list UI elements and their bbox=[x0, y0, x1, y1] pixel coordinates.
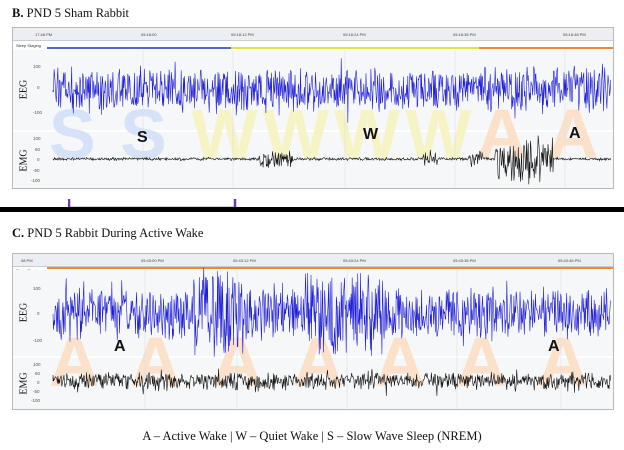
panel-b-emg-trace bbox=[52, 135, 611, 185]
panel-c-title: C. PND 5 Rabbit During Active Wake bbox=[12, 226, 203, 241]
panel-c-time-3: 05:43:24 PM bbox=[343, 258, 366, 263]
panel-c-toolbar bbox=[13, 254, 613, 267]
panel-b-emg-label: EMG bbox=[18, 149, 30, 172]
panel-c-stage-bar bbox=[47, 267, 613, 269]
panel-c-eeg-tick-1: 0 bbox=[37, 311, 40, 316]
panel-b-watermark-letter-7: A bbox=[548, 96, 599, 173]
panel-b-stage-w: W bbox=[363, 126, 379, 143]
panel-c-title-text: PND 5 Rabbit During Active Wake bbox=[24, 226, 204, 240]
panel-b-toolbar bbox=[13, 28, 613, 41]
panel-c-eeg-trace bbox=[52, 267, 611, 357]
panel-b-time-0: 17:48 PM bbox=[35, 32, 53, 37]
panel-c-emg-tick-1: 50 bbox=[35, 371, 41, 376]
panel-b-stage-s: S bbox=[137, 129, 148, 146]
panel-b-eeg-label: EEG bbox=[18, 79, 30, 100]
panel-b-eeg-tick-1: 0 bbox=[37, 85, 40, 90]
panel-b-title: B. PND 5 Sham Rabbit bbox=[12, 6, 129, 21]
panel-b-time-1: 05:18:00 bbox=[141, 32, 157, 37]
panel-c-time-2: 05:43:12 PM bbox=[233, 258, 256, 263]
panel-b-emg-tick-4: -100 bbox=[31, 178, 41, 183]
panel-b-stage-bar-s bbox=[47, 47, 231, 49]
panel-b-emg-tick-3: -50 bbox=[33, 168, 40, 173]
panel-b-eeg-trace bbox=[52, 58, 611, 123]
panel-b-traces bbox=[52, 50, 611, 188]
panel-b-time-5: 05:18:48 PM bbox=[563, 32, 586, 37]
panel-b-recording: Sleep Staging 17:48 PM 05:18:00 05:18:12… bbox=[12, 27, 614, 189]
panel-b-time-3: 05:18:24 PM bbox=[343, 32, 366, 37]
panel-b-eeg-tick-0: 100 bbox=[33, 64, 41, 69]
panel-c-emg-label: EMG bbox=[18, 372, 30, 395]
panel-c-traces bbox=[52, 267, 611, 409]
panel-c-eeg-tick-0: 100 bbox=[33, 286, 41, 291]
panel-c-emg-trace bbox=[52, 368, 611, 396]
panel-c-watermark-letter-5: A bbox=[456, 324, 507, 401]
panel-c-eeg-tick-2: -100 bbox=[33, 338, 43, 343]
panel-b-stage-a: A bbox=[569, 125, 581, 142]
panel-b-eeg-tick-2: -100 bbox=[33, 110, 43, 115]
panel-c-emg-tick-3: -50 bbox=[33, 389, 40, 394]
panel-b-stage-bar-a bbox=[479, 47, 613, 49]
panel-c-letter: C. bbox=[12, 226, 25, 240]
panel-c-eeg-label: EEG bbox=[18, 302, 30, 323]
panel-b-watermark-letter-0: S bbox=[49, 96, 96, 173]
panel-c-time-1: 05:43:00 PM bbox=[141, 258, 164, 263]
panel-c-time-4: 05:43:36 PM bbox=[453, 258, 476, 263]
stage-legend: A – Active Wake | W – Quiet Wake | S – S… bbox=[142, 429, 482, 443]
panel-c-emg-tick-0: 100 bbox=[33, 362, 41, 367]
panel-b-time-2: 05:18:12 PM bbox=[231, 32, 254, 37]
panel-c-watermark-letter-4: A bbox=[375, 324, 426, 401]
panel-c-time-0: 08 PM bbox=[21, 258, 33, 263]
panel-b-title-text: PND 5 Sham Rabbit bbox=[23, 6, 130, 20]
panel-b-emg-tick-1: 50 bbox=[35, 147, 41, 152]
panel-b-time-4: 05:18:36 PM bbox=[453, 32, 476, 37]
panel-c-emg-tick-4: -100 bbox=[31, 398, 41, 403]
panel-c-time-5: 05:43:48 PM bbox=[558, 258, 581, 263]
panel-b-letter: B. bbox=[12, 6, 24, 20]
panel-b-stage-bar-w bbox=[231, 47, 479, 49]
panel-divider bbox=[0, 207, 624, 212]
panel-c-stage-a-1: A bbox=[114, 338, 126, 355]
panel-b-watermark-letter-5: W bbox=[405, 96, 471, 173]
panel-b-emg-tick-0: 100 bbox=[33, 136, 41, 141]
panel-b-emg-tick-2: 0 bbox=[37, 157, 40, 162]
panel-c-recording: Sleep Staging 08 PM 05:43:00 PM 05:43:12… bbox=[12, 253, 614, 410]
panel-c-emg-tick-2: 0 bbox=[37, 380, 40, 385]
panel-c-stage-a-2: A bbox=[548, 338, 560, 355]
panel-b-toolbar-label: Sleep Staging bbox=[16, 43, 41, 48]
